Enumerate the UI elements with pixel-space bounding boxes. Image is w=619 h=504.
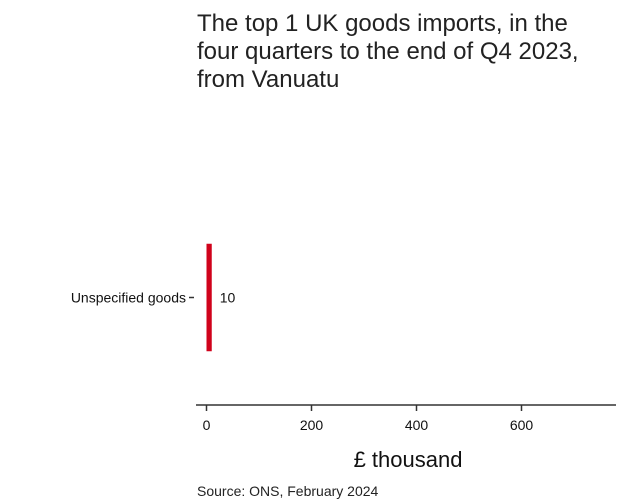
x-tick-label: 600 — [510, 417, 534, 433]
x-axis-title: £ thousand — [354, 447, 463, 472]
chart-title: The top 1 UK goods imports, in the four … — [197, 10, 579, 93]
x-axis: 0 200 400 600 — [196, 404, 616, 433]
source-note: Source: ONS, February 2024 — [197, 483, 379, 499]
data-labels: 10 — [220, 290, 236, 306]
data-label: 10 — [220, 290, 236, 306]
bar — [206, 243, 212, 352]
x-tick-label: 0 — [203, 417, 211, 433]
x-tick-label: 200 — [300, 417, 324, 433]
bars — [206, 243, 212, 352]
y-axis: Unspecified goods — [71, 290, 194, 306]
y-tick-label: Unspecified goods — [71, 290, 186, 306]
x-tick-label: 400 — [405, 417, 429, 433]
